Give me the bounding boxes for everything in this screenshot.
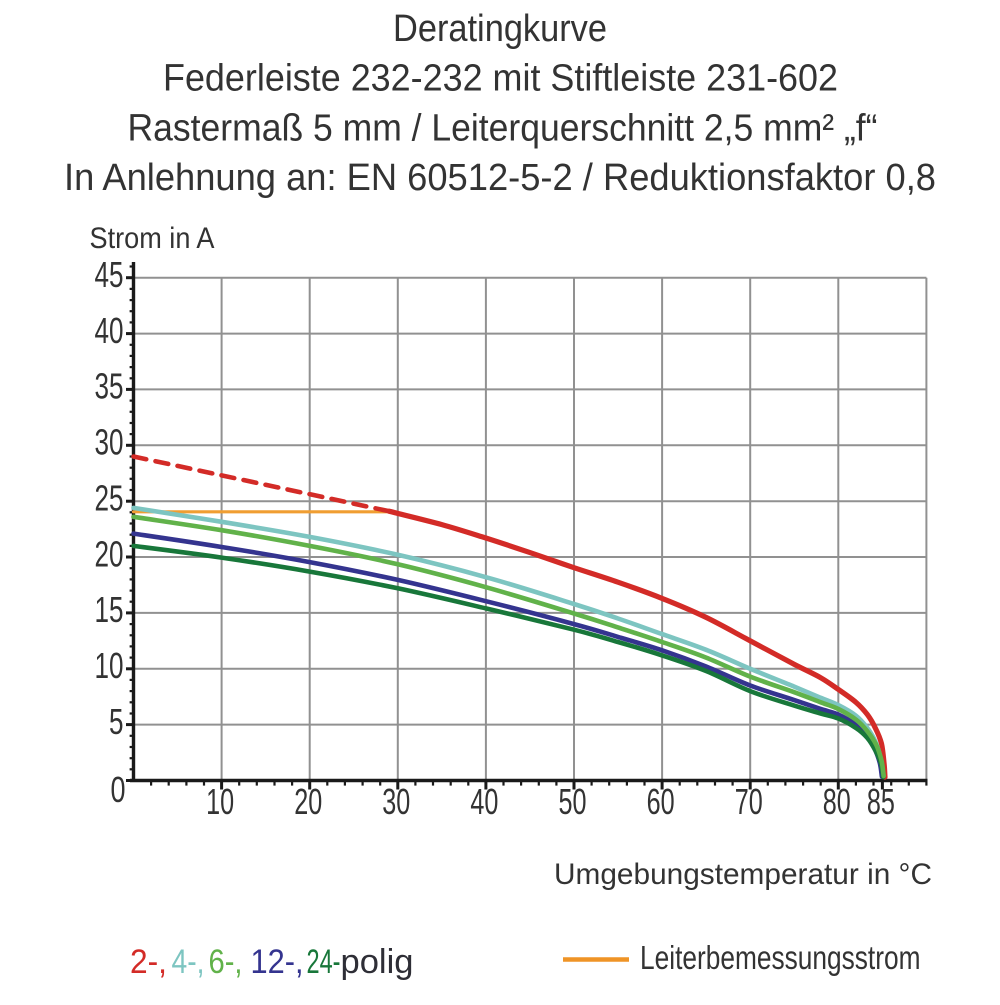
svg-text:Deratingkurve: Deratingkurve xyxy=(393,8,607,50)
svg-text:80: 80 xyxy=(823,781,851,822)
svg-text:12-,: 12-, xyxy=(251,943,304,981)
svg-text:50: 50 xyxy=(559,781,587,822)
svg-text:Leiterbemessungsstrom: Leiterbemessungsstrom xyxy=(640,939,921,976)
svg-text:6-,: 6-, xyxy=(209,943,243,981)
svg-text:25: 25 xyxy=(95,477,124,518)
svg-text:Strom in A: Strom in A xyxy=(90,222,215,255)
svg-text:20: 20 xyxy=(95,533,124,574)
svg-text:2-,: 2-, xyxy=(130,943,167,981)
svg-text:15: 15 xyxy=(95,589,124,630)
svg-text:30: 30 xyxy=(95,422,124,463)
svg-text:Rastermaß 5 mm / Leiterquersch: Rastermaß 5 mm / Leiterquerschnitt 2,5 m… xyxy=(128,108,878,150)
svg-text:5: 5 xyxy=(109,701,124,742)
svg-text:45: 45 xyxy=(95,254,124,295)
svg-text:polig: polig xyxy=(341,943,414,981)
svg-text:0: 0 xyxy=(111,769,126,810)
svg-text:10: 10 xyxy=(95,645,124,686)
svg-text:In Anlehnung an: EN 60512-5-2: In Anlehnung an: EN 60512-5-2 / Reduktio… xyxy=(64,157,936,199)
svg-text:Federleiste 232-232 mit Stiftl: Federleiste 232-232 mit Stiftleiste 231-… xyxy=(163,58,838,100)
svg-text:40: 40 xyxy=(470,781,498,822)
svg-text:24-: 24- xyxy=(307,943,341,981)
svg-text:10: 10 xyxy=(206,781,234,822)
svg-text:Umgebungstemperatur in °C: Umgebungstemperatur in °C xyxy=(554,858,932,891)
svg-text:35: 35 xyxy=(95,366,124,407)
svg-text:40: 40 xyxy=(95,310,124,351)
svg-text:70: 70 xyxy=(735,781,763,822)
svg-text:30: 30 xyxy=(382,781,410,822)
svg-text:4-,: 4-, xyxy=(172,943,205,981)
svg-text:20: 20 xyxy=(294,781,322,822)
svg-text:60: 60 xyxy=(647,781,675,822)
svg-text:85: 85 xyxy=(867,781,895,822)
